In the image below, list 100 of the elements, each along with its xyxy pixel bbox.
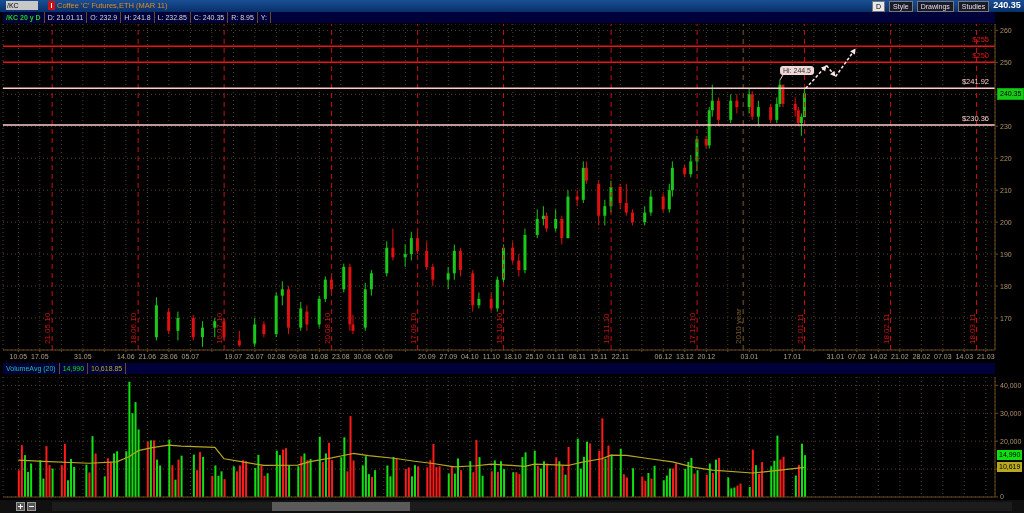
candlestick [280, 280, 284, 306]
bar [644, 480, 647, 497]
bar [687, 461, 690, 497]
candlestick [200, 320, 204, 348]
bar [70, 459, 73, 497]
bar [625, 477, 628, 497]
bar [782, 456, 785, 497]
bar [524, 452, 527, 497]
bar [567, 446, 570, 497]
candlestick [535, 208, 539, 239]
ref-line-label: 21.05.10 [43, 312, 53, 344]
candlestick [716, 97, 720, 127]
bar [285, 448, 288, 497]
bar [245, 461, 248, 497]
bar [457, 458, 459, 497]
candlestick [649, 189, 653, 217]
candlestick [729, 93, 733, 124]
bar [324, 453, 327, 497]
bar [561, 465, 564, 497]
bar [63, 443, 66, 497]
candlestick [391, 228, 395, 262]
bar [469, 461, 472, 497]
ref-line-label: 17.12.10 [688, 312, 698, 344]
bar [493, 460, 496, 497]
bar [500, 461, 502, 497]
candlestick [299, 301, 303, 332]
bar [718, 457, 721, 497]
bar [662, 480, 665, 497]
bar [20, 445, 23, 497]
bar [257, 454, 260, 497]
bar [496, 471, 499, 497]
bar [432, 443, 435, 497]
bar [349, 416, 352, 497]
bar [585, 441, 588, 497]
ref-line-label: 16.07.10 [215, 312, 225, 344]
candlestick [446, 266, 450, 290]
bar [288, 465, 291, 497]
bar [564, 474, 567, 497]
bar [450, 466, 453, 497]
bar [650, 478, 653, 497]
bar [714, 459, 717, 497]
bar [478, 457, 481, 497]
ref-line-label: 15.10.10 [494, 312, 504, 344]
bar [180, 455, 183, 497]
bar [447, 473, 450, 497]
bar [622, 474, 625, 497]
candlestick [323, 275, 327, 303]
bar [604, 458, 607, 497]
candlestick [191, 314, 195, 341]
bar [761, 462, 764, 497]
bar [610, 454, 613, 497]
bar [374, 470, 377, 497]
bar [435, 467, 438, 497]
bar [647, 473, 650, 497]
candlestick [584, 160, 588, 185]
bar [558, 461, 561, 497]
bar [475, 440, 478, 497]
bar [417, 466, 420, 497]
ref-line-label: 19.11.10 [602, 312, 612, 344]
bar [106, 458, 109, 497]
bar [318, 436, 321, 497]
bar [708, 463, 711, 497]
candlestick [735, 93, 739, 114]
bar [364, 456, 367, 497]
bar [748, 486, 751, 497]
bar [653, 465, 656, 497]
bar [214, 465, 217, 497]
candlestick [624, 183, 628, 217]
bar [675, 463, 678, 497]
ref-line-label: 21.01.11 [795, 312, 805, 344]
bar [797, 464, 800, 497]
candlestick [517, 253, 521, 277]
bar [281, 449, 284, 497]
bar [85, 464, 88, 497]
candlestick [253, 317, 257, 348]
bar [39, 460, 42, 497]
candlestick [369, 269, 373, 297]
bar [321, 462, 324, 497]
bar [88, 472, 91, 497]
bar [460, 470, 463, 497]
candlestick [477, 291, 481, 309]
candlestick [176, 311, 180, 341]
bar [220, 471, 223, 497]
bar [404, 469, 407, 497]
ref-line-label: 17.09.10 [408, 312, 418, 344]
ref-line-label: 18.06.10 [129, 312, 139, 344]
bar [371, 476, 374, 497]
bar [533, 450, 536, 497]
bar [128, 381, 131, 497]
bar [490, 471, 493, 497]
bar [751, 449, 754, 497]
bar [192, 454, 195, 497]
bar [260, 465, 263, 497]
candlestick [342, 263, 346, 293]
bar [328, 442, 331, 497]
bar [103, 476, 106, 497]
candlestick [618, 183, 622, 210]
candlestick [489, 291, 493, 313]
bar [641, 476, 644, 497]
bar [800, 443, 803, 497]
